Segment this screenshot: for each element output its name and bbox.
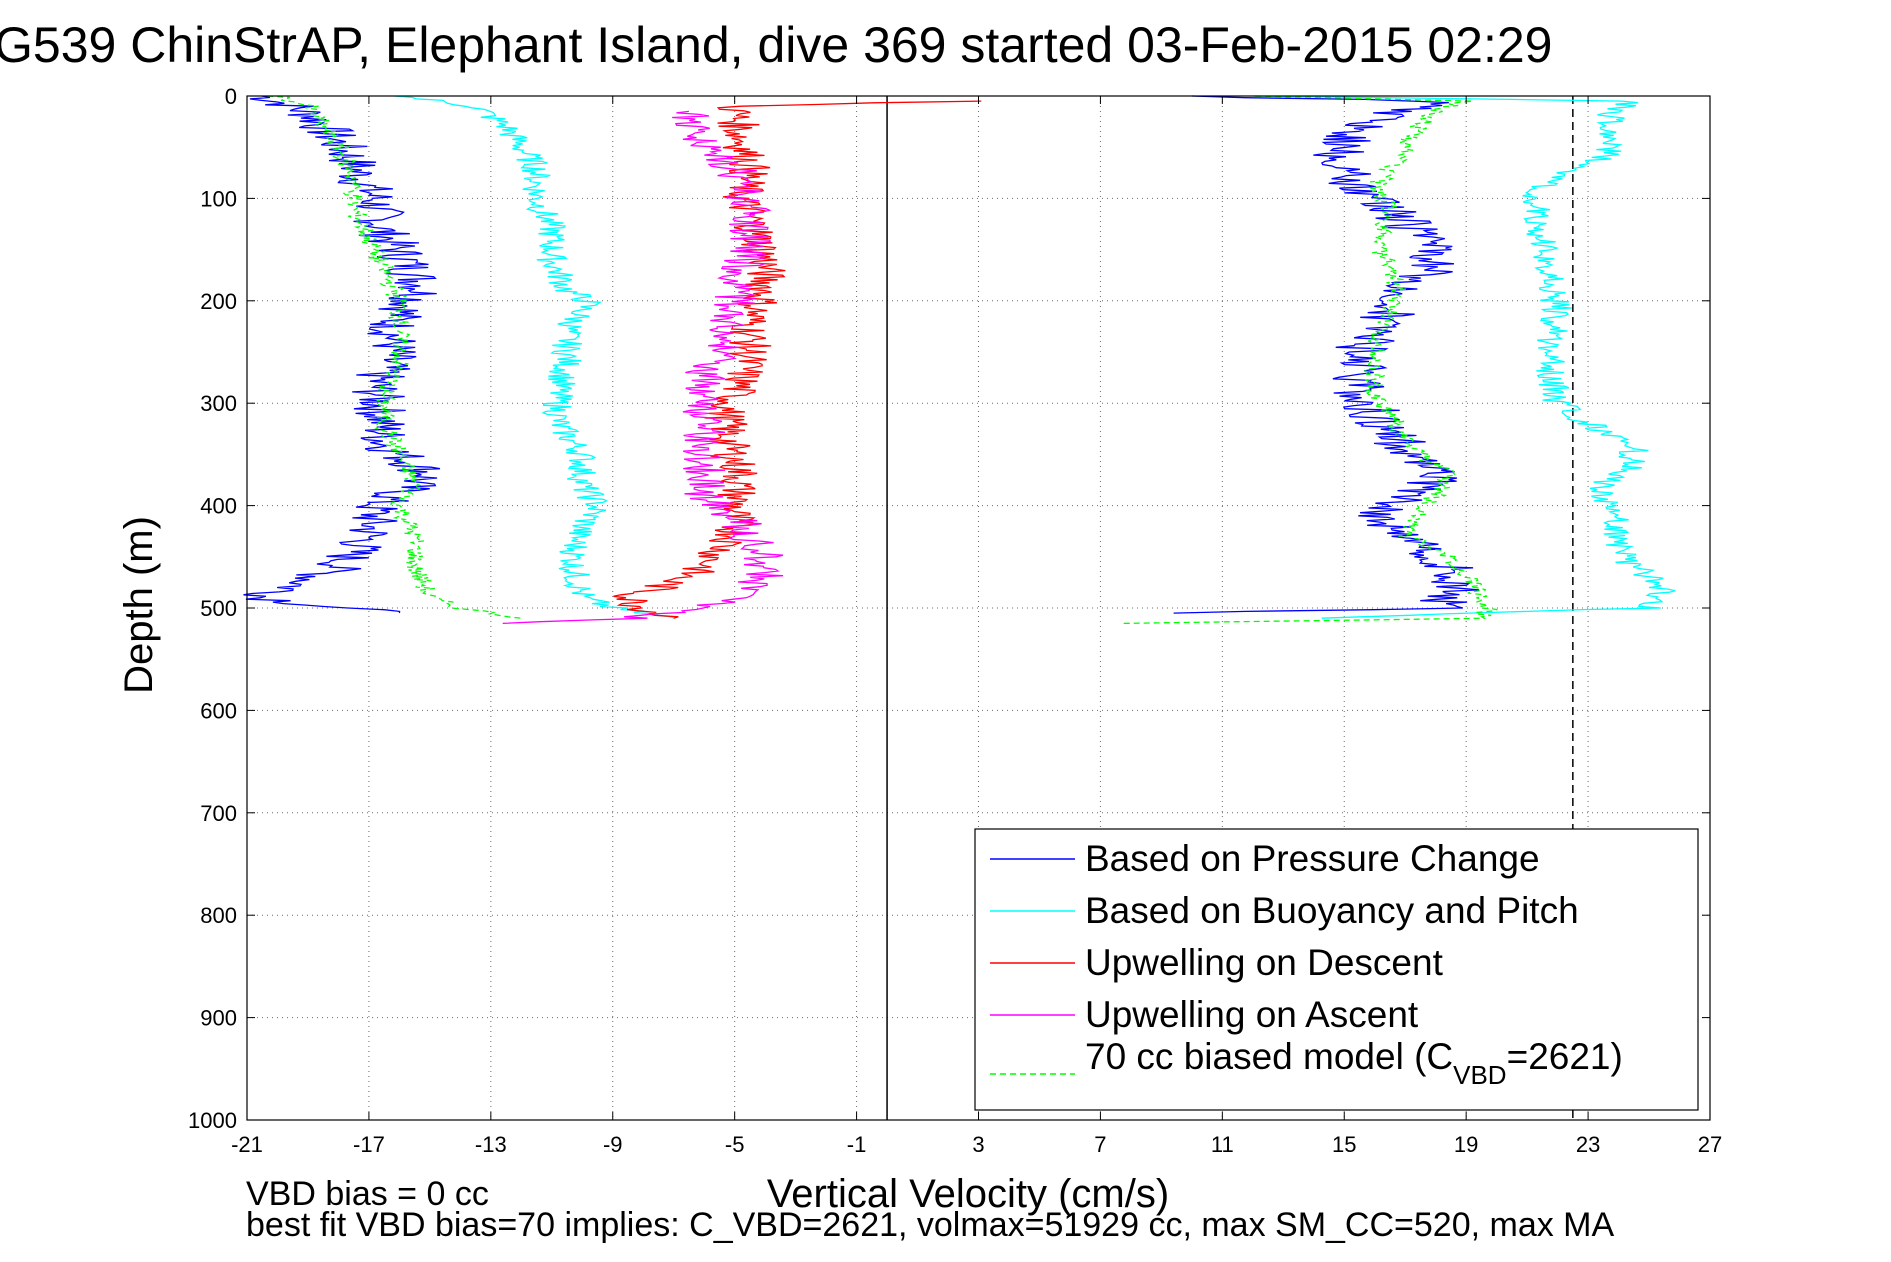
legend-label-1: Based on Buoyancy and Pitch [1085, 890, 1579, 931]
x-tick-label: 27 [1698, 1132, 1722, 1157]
legend-label-0: Based on Pressure Change [1085, 838, 1540, 879]
series-line-0-ascent [1173, 95, 1480, 614]
y-tick-label: 700 [200, 801, 237, 826]
series-line-4-ascent [1123, 95, 1498, 625]
y-tick-label: 300 [200, 391, 237, 416]
y-axis-label: Depth (m) [117, 516, 161, 694]
x-tick-label: 23 [1576, 1132, 1600, 1157]
x-tick-label: -1 [847, 1132, 867, 1157]
series-line-0-descent [243, 95, 441, 614]
y-tick-label: 1000 [188, 1108, 237, 1133]
footer-vbd-bias: VBD bias = 0 cc [246, 1175, 489, 1213]
series-line-1-ascent [1252, 95, 1676, 619]
x-tick-label: 11 [1211, 1132, 1234, 1157]
y-tick-label: 900 [200, 1006, 237, 1031]
x-tick-label: 3 [972, 1132, 984, 1157]
series-line-3-ascent [502, 110, 784, 625]
y-tick-label: 200 [200, 289, 237, 314]
plot-area: -21 -17 -13 -9 -5 -1 3 7 11 15 19 23 270100200300400… [188, 84, 1722, 1157]
x-tick-label: -13 [475, 1132, 507, 1157]
x-tick-label: -17 [353, 1132, 385, 1157]
chart-title: G539 ChinStrAP, Elephant Island, dive 36… [0, 17, 1552, 73]
y-tick-label: 400 [200, 494, 237, 519]
legend: Based on Pressure Change Based on Buoyanc… [974, 828, 1699, 1111]
x-tick-label: 7 [1094, 1132, 1106, 1157]
legend-box [974, 828, 1699, 1111]
x-axis-label: Vertical Velocity (cm/s) [767, 1172, 1169, 1216]
legend-label-3: Upwelling on Ascent [1085, 994, 1419, 1035]
series-line-1-descent [394, 95, 675, 619]
x-tick-label: 19 [1454, 1132, 1478, 1157]
x-tick-label: 15 [1332, 1132, 1356, 1157]
series-line-4-descent [267, 95, 522, 619]
footer-best-fit: best fit VBD bias=70 implies: C_VBD=2621… [246, 1206, 1615, 1244]
y-tick-label: 600 [200, 698, 237, 723]
legend-label-2: Upwelling on Descent [1085, 942, 1444, 983]
y-tick-label: 800 [200, 903, 237, 928]
y-tick-label: 100 [200, 186, 237, 211]
x-tick-label: -5 [725, 1132, 745, 1157]
y-tick-label: 500 [200, 596, 237, 621]
y-tick-label: 0 [225, 84, 237, 109]
x-tick-label: -9 [603, 1132, 623, 1157]
x-tick-label: -21 [231, 1132, 263, 1157]
